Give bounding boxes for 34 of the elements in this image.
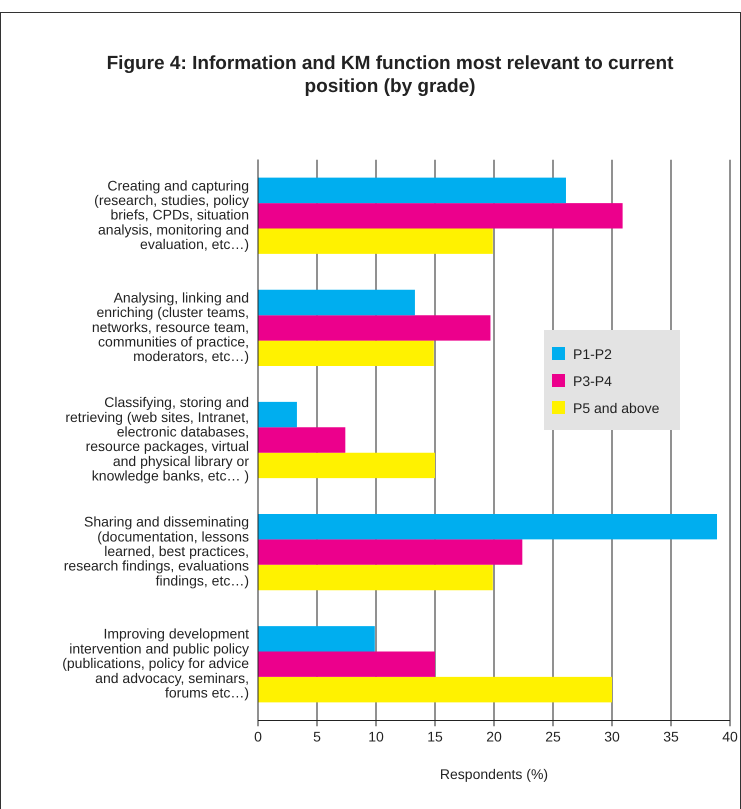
bar [258,203,623,229]
y-tick-label: Sharing and disseminating (documentation, lessons learned, best practices, research findings, evaluations findings, etc…) [64,514,249,588]
bar [258,340,434,366]
bar [258,514,718,540]
x-tick-label: 20 [486,728,502,745]
x-tick-label: 25 [545,728,561,745]
bar [258,539,522,565]
x-tick-label: 10 [368,728,384,745]
y-tick-label: Improving development intervention and public policy (publications, policy for advice and advocacy, seminars, forums etc…) [62,626,250,700]
x-tick-label: 5 [313,728,322,745]
legend-label: P5 and above [573,400,660,416]
bar [258,402,297,428]
bar [258,452,435,478]
legend-label: P3-P4 [573,372,612,388]
bar [258,676,612,702]
x-tick-label: 0 [254,728,262,745]
y-tick-label: Classifying, storing and retrieving (web sites, Intranet, electronic databases, resource packages, virtual and physical library or knowledge banks, etc… ) [65,394,250,484]
bar [258,564,493,590]
chart-title: Figure 4: Information and KM function most relevant to current position (by grade) [106,52,674,98]
y-tick-label: Creating and capturing (research, studies, policy briefs, CPDs, situation analysis, monitoring and evaluation, etc…) [94,177,249,252]
legend-label: P1-P2 [573,346,612,362]
bar [258,178,566,204]
bar [258,228,493,254]
x-axis-title: Respondents (%) [438,766,550,782]
x-tick-label: 35 [663,728,679,745]
x-tick-label: 40 [722,728,738,745]
x-tick-label: 30 [604,728,620,745]
bar [258,651,435,677]
bar [258,290,415,316]
bar [258,626,375,652]
bar [258,315,490,341]
y-tick-label: Analysing, linking and enriching (cluster teams, networks, resource team, communities of practice, moderators, etc…) [92,289,249,364]
x-tick-label: 15 [427,728,443,745]
bar [258,427,346,453]
